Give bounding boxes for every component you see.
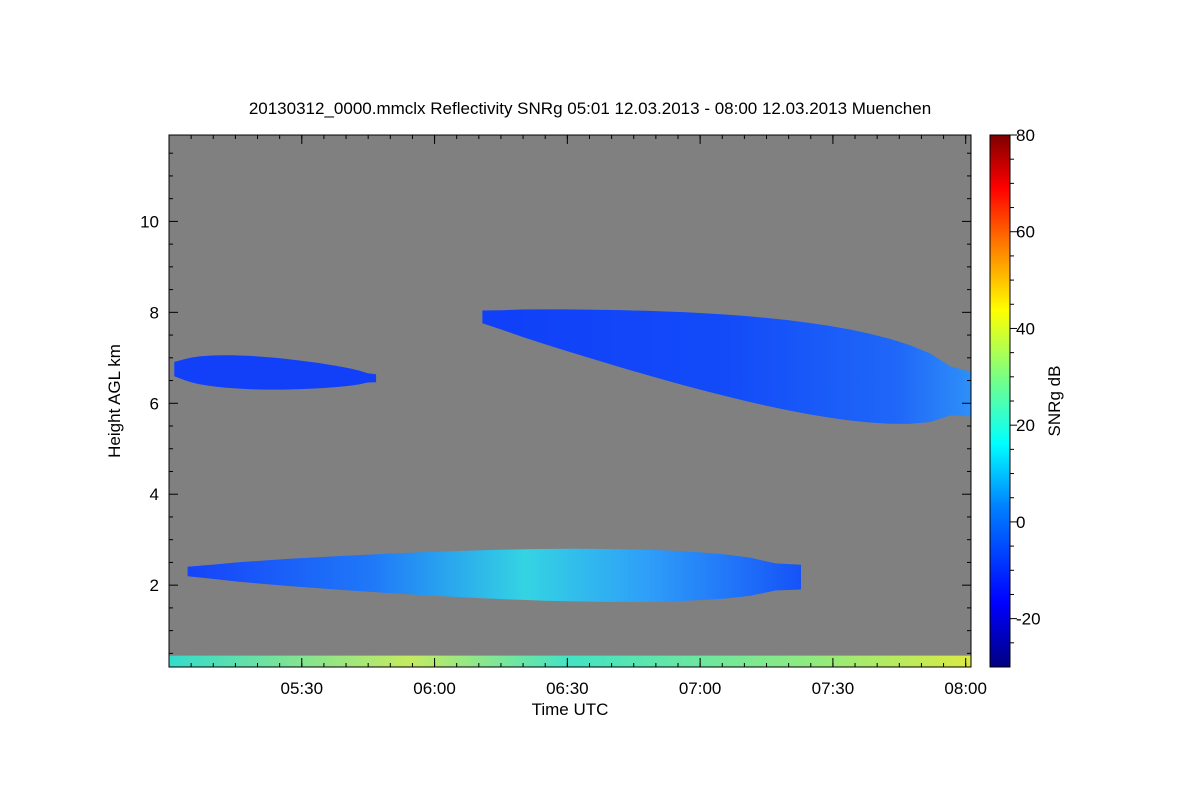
colorbar-tick-label: 80: [1016, 126, 1035, 145]
y-tick-label: 2: [150, 576, 159, 595]
x-tick-label: 07:00: [679, 679, 722, 698]
x-tick-label: 06:30: [546, 679, 589, 698]
plot-frame: [168, 134, 972, 668]
colorbar-tick-label: -20: [1016, 610, 1041, 629]
x-tick-label: 05:30: [281, 679, 324, 698]
chart-title: 20130312_0000.mmclx Reflectivity SNRg 05…: [249, 99, 931, 118]
colorbar-tick-label: 60: [1016, 223, 1035, 242]
x-tick-label: 06:00: [413, 679, 456, 698]
echo-region-3: [187, 548, 802, 602]
colorbar: [989, 134, 1011, 668]
x-tick-label: 07:30: [812, 679, 855, 698]
echo-region-4: [169, 655, 971, 667]
x-tick-label: 08:00: [944, 679, 987, 698]
colorbar-tick-label: 0: [1016, 513, 1025, 532]
x-axis-ticks: 05:30 06:00 06:30 07:00 07:30 08:00: [168, 135, 987, 698]
y-tick-label: 4: [150, 485, 159, 504]
y-tick-label: 6: [150, 394, 159, 413]
y-tick-label: 8: [150, 303, 159, 322]
colorbar-label: SNRg dB: [1045, 366, 1064, 437]
y-axis-ticks: 2 4 6 8 10: [140, 152, 971, 654]
colorbar-tick-label: 20: [1016, 416, 1035, 435]
y-axis-label: Height AGL km: [105, 344, 124, 458]
echo-region-2: [174, 355, 377, 390]
colorbar-ticks: -20 0 20 40 60 80: [1010, 126, 1041, 644]
y-tick-label: 10: [140, 212, 159, 231]
echo-regions: [169, 309, 971, 667]
x-axis-label: Time UTC: [532, 700, 609, 719]
echo-region-1: [482, 309, 971, 424]
colorbar-tick-label: 40: [1016, 319, 1035, 338]
